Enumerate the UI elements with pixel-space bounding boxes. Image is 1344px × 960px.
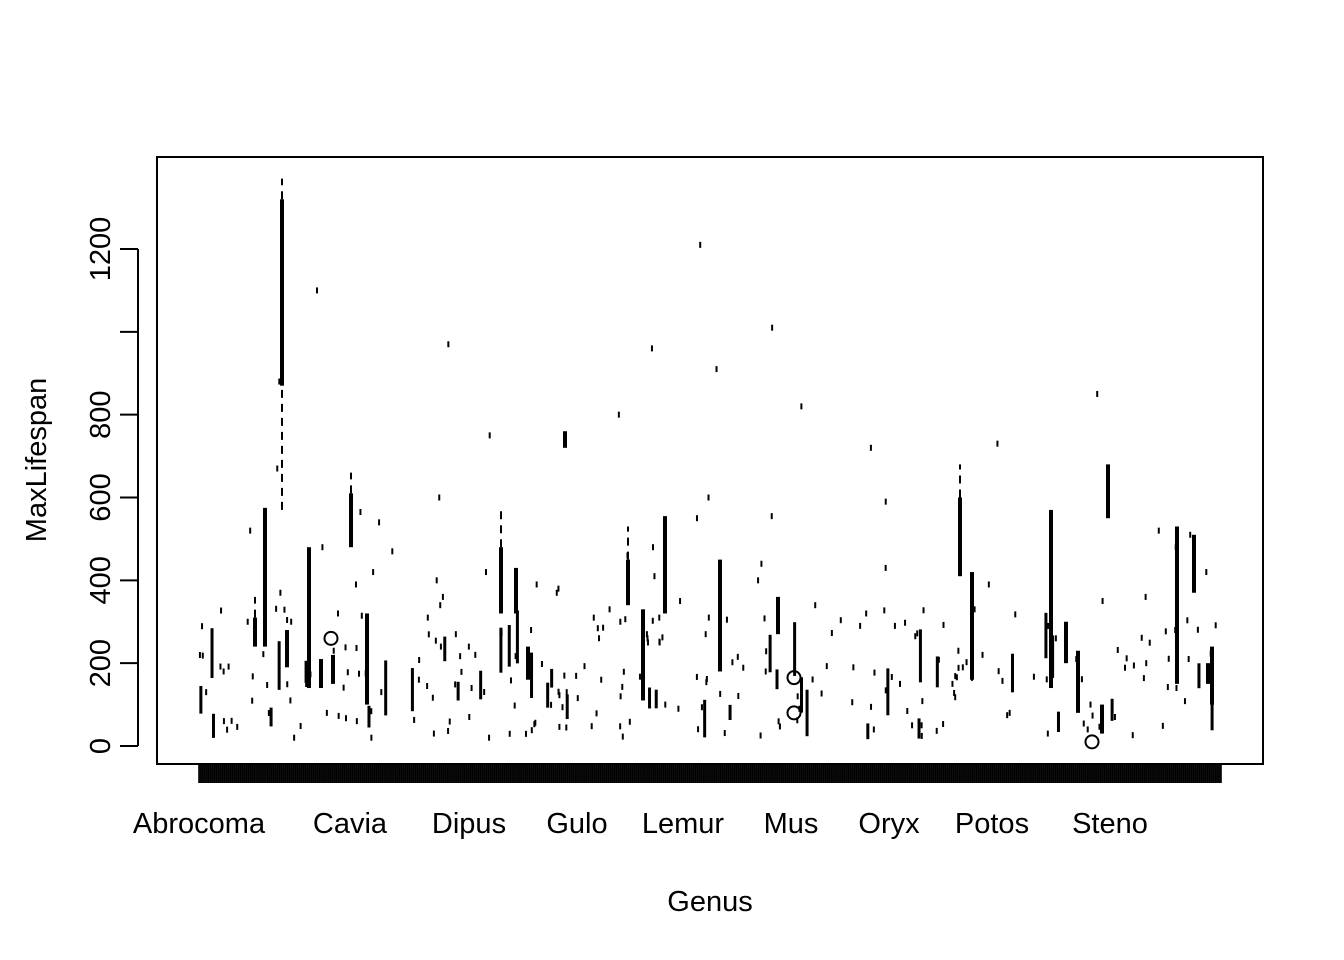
small-box bbox=[775, 669, 779, 690]
x-tick-label: Gulo bbox=[546, 808, 607, 840]
small-box bbox=[277, 641, 281, 690]
small-box bbox=[805, 689, 809, 737]
box bbox=[718, 559, 722, 672]
small-box bbox=[1210, 696, 1214, 731]
small-box bbox=[654, 689, 658, 709]
box bbox=[970, 572, 974, 680]
box bbox=[331, 654, 335, 684]
small-box bbox=[1110, 698, 1114, 721]
small-box bbox=[648, 687, 652, 709]
small-box bbox=[269, 707, 273, 727]
small-box bbox=[1044, 612, 1048, 659]
box bbox=[563, 431, 567, 448]
small-box bbox=[1197, 663, 1201, 689]
box bbox=[1106, 464, 1110, 519]
box bbox=[365, 613, 369, 705]
box bbox=[958, 497, 962, 577]
small-box bbox=[384, 660, 388, 716]
small-box bbox=[799, 677, 803, 713]
small-box bbox=[304, 660, 308, 683]
box bbox=[1206, 663, 1210, 684]
box bbox=[641, 609, 645, 701]
y-tick-label: 400 bbox=[85, 556, 117, 604]
small-box bbox=[1056, 711, 1060, 733]
box bbox=[1192, 534, 1196, 593]
y-tick-label: 200 bbox=[85, 639, 117, 687]
x-tick-label: Oryx bbox=[858, 808, 920, 840]
small-box bbox=[210, 628, 214, 678]
y-axis-title: MaxLifespan bbox=[21, 378, 53, 542]
box bbox=[776, 596, 780, 635]
box bbox=[626, 559, 630, 606]
small-box bbox=[546, 682, 550, 708]
y-tick-label: 0 bbox=[85, 738, 117, 754]
small-box bbox=[918, 629, 922, 683]
x-axis-title: Genus bbox=[667, 886, 752, 918]
box bbox=[307, 547, 311, 689]
chart-marks bbox=[198, 178, 1217, 750]
small-box bbox=[515, 610, 519, 664]
small-box bbox=[499, 627, 503, 673]
box bbox=[1049, 509, 1053, 689]
x-tick-band bbox=[199, 764, 1221, 783]
box bbox=[349, 493, 353, 548]
box bbox=[1064, 621, 1068, 664]
small-box bbox=[199, 686, 203, 714]
small-box bbox=[1010, 653, 1014, 693]
small-box bbox=[507, 625, 511, 667]
x-tick-label: Mus bbox=[764, 808, 819, 840]
box bbox=[526, 646, 530, 680]
box bbox=[285, 630, 289, 668]
small-box bbox=[703, 699, 707, 738]
x-tick-label: Steno bbox=[1072, 808, 1148, 840]
box bbox=[280, 199, 284, 386]
box bbox=[263, 507, 267, 647]
outlier-point bbox=[323, 630, 339, 646]
small-box bbox=[886, 668, 890, 716]
small-box bbox=[917, 718, 921, 739]
box bbox=[663, 516, 667, 614]
y-tick-label: 800 bbox=[85, 390, 117, 438]
box bbox=[1210, 646, 1214, 705]
small-box bbox=[456, 681, 460, 701]
outlier-point bbox=[786, 705, 802, 721]
x-tick-label: Dipus bbox=[432, 808, 506, 840]
small-box bbox=[1051, 635, 1055, 678]
small-box bbox=[530, 652, 534, 698]
small-box bbox=[793, 622, 797, 676]
small-box bbox=[443, 636, 447, 662]
small-box bbox=[866, 723, 870, 740]
x-tick-label: Cavia bbox=[313, 808, 388, 840]
small-box bbox=[565, 694, 569, 720]
y-axis: 0 200 400 600 800 1200 bbox=[85, 217, 139, 754]
small-box bbox=[410, 668, 414, 712]
y-tick-label: 1200 bbox=[85, 217, 117, 282]
small-box bbox=[211, 713, 215, 738]
box bbox=[1100, 704, 1104, 734]
x-axis: Abrocoma Cavia Dipus Gulo Lemur Mus Oryx Potos S… bbox=[133, 764, 1222, 840]
box bbox=[1175, 526, 1179, 684]
small-box bbox=[728, 704, 732, 721]
y-tick-label: 600 bbox=[85, 473, 117, 521]
box bbox=[253, 617, 257, 647]
outlier-point bbox=[1084, 734, 1100, 750]
box bbox=[1076, 650, 1080, 713]
box bbox=[319, 659, 323, 689]
small-box bbox=[550, 668, 554, 688]
small-box bbox=[479, 670, 483, 700]
small-box bbox=[935, 656, 939, 688]
small-box bbox=[367, 705, 371, 728]
x-tick-label: Lemur bbox=[642, 808, 725, 840]
box bbox=[514, 567, 518, 614]
x-tick-label: Potos bbox=[955, 808, 1029, 840]
box bbox=[499, 547, 503, 614]
x-tick-label: Abrocoma bbox=[133, 808, 266, 840]
small-box bbox=[768, 634, 772, 673]
